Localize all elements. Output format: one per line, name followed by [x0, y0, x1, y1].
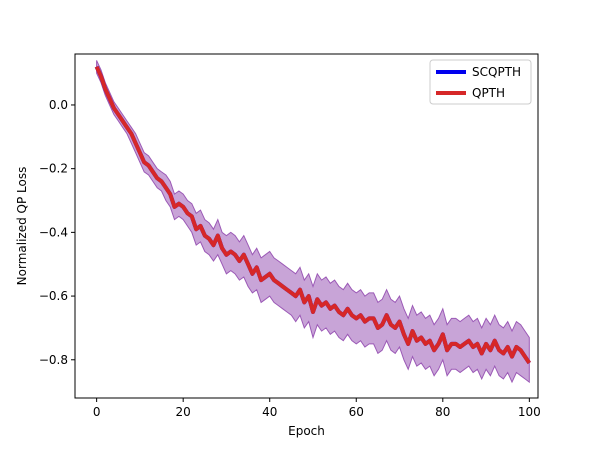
y-axis-ticks: 0.0 −0.2 −0.4 −0.6 −0.8	[39, 98, 75, 367]
legend-label-scqpth: SCQPTH	[472, 65, 521, 79]
y-tick-label: 0.0	[49, 98, 68, 112]
y-tick-label: −0.6	[39, 289, 68, 303]
y-tick-label: −0.4	[39, 225, 68, 239]
x-axis-label: Epoch	[288, 424, 325, 438]
y-axis-label: Normalized QP Loss	[15, 167, 29, 286]
y-tick-label: −0.2	[39, 162, 68, 176]
band-scqpth	[96, 60, 530, 384]
series-line-qpth	[94, 65, 531, 365]
y-tick-label: −0.8	[39, 353, 68, 367]
x-tick-label: 60	[349, 405, 364, 419]
series-lines	[94, 65, 531, 365]
x-tick-label: 100	[518, 405, 541, 419]
x-tick-label: 20	[176, 405, 191, 419]
legend: SCQPTH QPTH	[429, 59, 532, 105]
x-tick-label: 0	[93, 405, 101, 419]
plot-frame	[74, 53, 539, 399]
confidence-bands	[96, 60, 530, 384]
x-axis-ticks: 0 20 40 60 80 100	[93, 398, 541, 419]
legend-label-qpth: QPTH	[472, 86, 505, 100]
x-tick-label: 40	[262, 405, 277, 419]
x-tick-label: 80	[435, 405, 450, 419]
